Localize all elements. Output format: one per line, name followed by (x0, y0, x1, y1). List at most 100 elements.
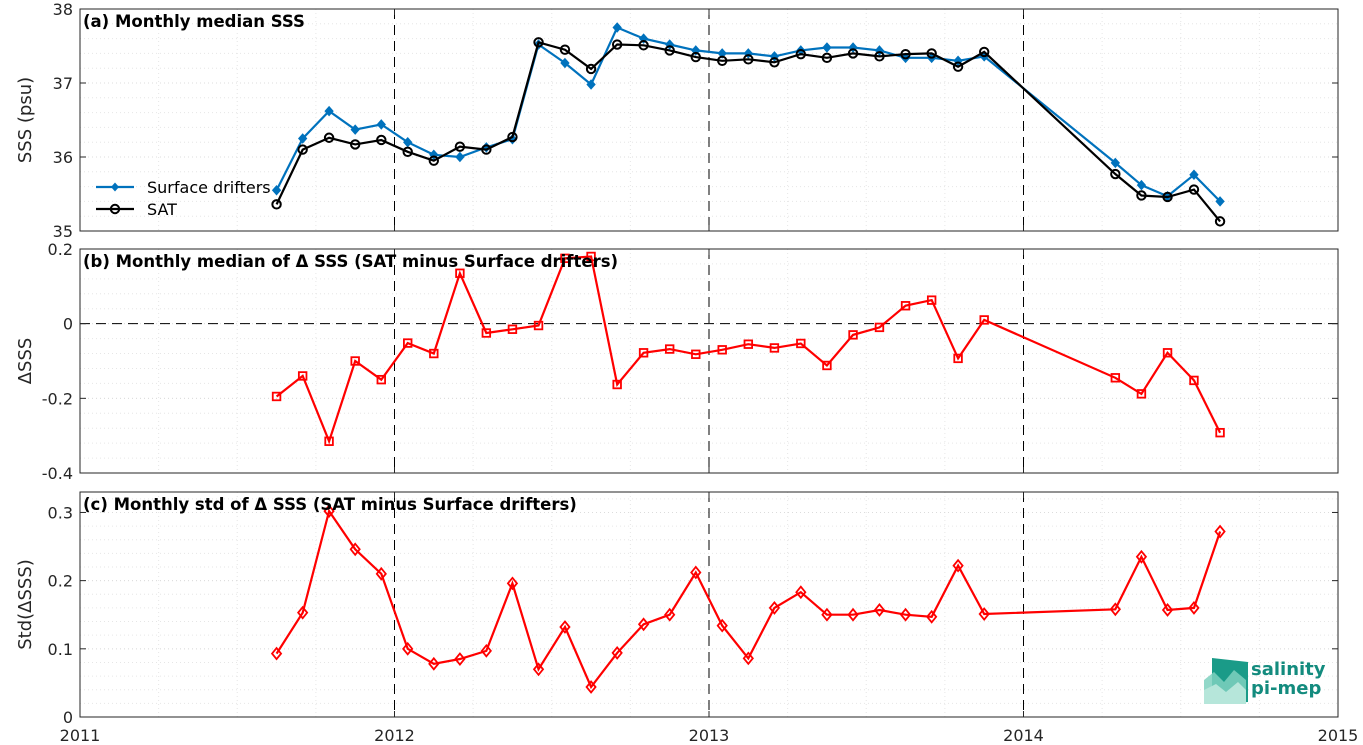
data-point (953, 353, 963, 364)
data-point (769, 343, 780, 353)
data-point (1136, 389, 1147, 399)
data-point (1188, 184, 1200, 195)
legend: Surface drifters SAT (96, 178, 271, 219)
data-point (900, 48, 911, 60)
data-point (899, 607, 912, 622)
data-point (428, 656, 440, 671)
data-point (271, 199, 282, 210)
data-point (822, 42, 832, 53)
data-point (1189, 375, 1199, 386)
data-point (742, 651, 754, 666)
data-point (952, 61, 964, 72)
legend-marker (111, 182, 119, 192)
data-point (428, 155, 440, 166)
data-point (926, 609, 938, 624)
panel-b: -0.4 -0.2 0 0.2 ΔSSS (b) Monthly median of Δ … (15, 240, 1339, 483)
data-point (349, 542, 361, 557)
data-point (952, 558, 964, 573)
y-tick-label: 0 (63, 315, 73, 334)
legend-marker (109, 203, 121, 215)
data-point (1135, 549, 1148, 564)
data-point (507, 324, 518, 334)
data-point (376, 134, 387, 146)
y-tick-label: -0.2 (42, 389, 73, 408)
y-tick-label: 0.2 (48, 572, 73, 591)
data-point (664, 607, 676, 622)
data-point (455, 268, 465, 278)
panel-a: 35 36 37 38 SSS (psu) (a) Monthly median SSS S… (15, 0, 1339, 241)
x-tick-label: 2014 (1003, 726, 1044, 745)
data-point (664, 45, 675, 56)
data-point (796, 338, 806, 349)
data-point (429, 348, 439, 359)
data-point (743, 54, 754, 65)
data-point (297, 371, 308, 381)
data-point (611, 39, 623, 50)
legend-label: SAT (147, 200, 177, 219)
data-point (402, 641, 414, 656)
data-point (297, 605, 309, 620)
data-point (585, 680, 597, 694)
data-point (637, 617, 650, 632)
data-point (271, 185, 282, 196)
data-point (454, 652, 466, 666)
y-axis-label: ΔSSS (15, 338, 36, 385)
data-point (664, 344, 675, 354)
data-point (585, 63, 597, 75)
y-tick-label: 0 (63, 708, 73, 727)
data-point (717, 48, 727, 59)
data-point (375, 566, 387, 581)
data-point (481, 328, 492, 338)
data-point (717, 345, 727, 355)
data-point (1136, 190, 1147, 201)
x-tick-label: 2013 (689, 726, 730, 745)
data-point (768, 600, 781, 615)
y-tick-label: 35 (53, 222, 73, 241)
data-point (821, 52, 833, 64)
data-point (350, 356, 360, 366)
x-tick-label: 2011 (60, 726, 101, 745)
data-point (533, 37, 544, 48)
series-line (275, 508, 1222, 690)
data-point (717, 55, 728, 66)
data-point (716, 618, 728, 633)
data-point (402, 146, 413, 158)
data-point (323, 504, 335, 519)
data-point (586, 79, 596, 90)
data-point (1214, 216, 1226, 227)
series-line (275, 40, 1221, 223)
data-point (612, 22, 622, 33)
data-point (480, 643, 492, 658)
data-point (847, 48, 859, 59)
data-point (743, 339, 754, 349)
y-tick-label: 36 (53, 148, 73, 167)
data-point (1110, 168, 1121, 180)
panel-title: (b) Monthly median of Δ SSS (SAT minus S… (83, 252, 618, 271)
data-point (769, 57, 780, 68)
data-point (559, 44, 571, 55)
panel-c: 0 0.1 0.2 0.3 2011 2012 2013 2014 2015 Std(ΔSSS) (… (15, 491, 1358, 745)
data-point (403, 338, 413, 348)
y-tick-label: 0.1 (48, 640, 73, 659)
data-point (507, 131, 518, 143)
data-point (1161, 603, 1174, 617)
data-point (874, 322, 885, 333)
legend-label: Surface drifters (147, 178, 271, 197)
data-point (560, 253, 570, 264)
y-axis-label: SSS (psu) (15, 77, 36, 163)
data-point (690, 565, 702, 580)
data-point (324, 105, 334, 117)
data-point (638, 40, 649, 51)
data-point (978, 607, 990, 621)
data-point (349, 139, 361, 150)
logo-line2: pi-mep (1251, 678, 1322, 699)
data-point (900, 301, 911, 311)
logo-line1: salinity (1251, 659, 1326, 680)
data-point (611, 645, 623, 660)
data-point (979, 315, 989, 325)
data-point (323, 132, 335, 143)
data-point (455, 151, 465, 163)
data-point (297, 144, 308, 155)
data-point (873, 603, 886, 617)
